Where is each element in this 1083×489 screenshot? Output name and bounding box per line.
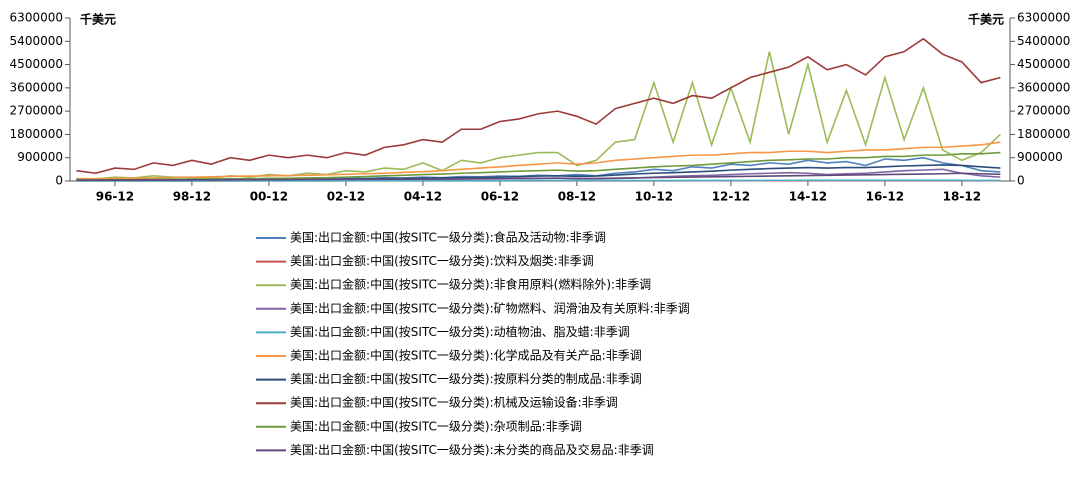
x-tick-label: 00-12: [250, 190, 288, 204]
x-tick-label: 08-12: [558, 190, 596, 204]
series-line: [76, 172, 1001, 182]
x-tick-label: 18-12: [943, 190, 981, 204]
legend-label: 美国:出口金额:中国(按SITC一级分类):饮料及烟类:非季调: [290, 253, 594, 268]
y2-tick-label: 5400000: [1017, 34, 1070, 48]
x-tick-label: 96-12: [96, 190, 134, 204]
y-tick-label: 900000: [17, 150, 63, 164]
legend-label: 美国:出口金额:中国(按SITC一级分类):杂项制品:非季调: [290, 418, 582, 433]
y-tick-label: 6300000: [10, 11, 63, 25]
y-tick-label: 2700000: [10, 104, 63, 118]
y-tick-label: 0: [55, 174, 63, 188]
x-tick-label: 06-12: [481, 190, 519, 204]
y2-tick-label: 0: [1017, 174, 1025, 188]
y2-tick-label: 3600000: [1017, 80, 1070, 94]
legend-label: 美国:出口金额:中国(按SITC一级分类):机械及运输设备:非季调: [290, 395, 618, 410]
x-tick-label: 12-12: [712, 190, 750, 204]
y-tick-label: 3600000: [10, 80, 63, 94]
y-tick-label: 4500000: [10, 57, 63, 71]
x-tick-label: 98-12: [173, 190, 211, 204]
series-line: [76, 51, 1001, 180]
legend-label: 美国:出口金额:中国(按SITC一级分类):矿物燃料、润滑油及有关原料:非季调: [290, 300, 690, 315]
y2-tick-label: 4500000: [1017, 57, 1070, 71]
y2-tick-label: 2700000: [1017, 104, 1070, 118]
y2-unit: 千美元: [968, 12, 1004, 27]
legend-label: 美国:出口金额:中国(按SITC一级分类):未分类的商品及交易品:非季调: [290, 442, 654, 457]
legend-label: 美国:出口金额:中国(按SITC一级分类):动植物油、脂及蜡:非季调: [290, 324, 630, 339]
series-line: [76, 37, 1001, 175]
y2-tick-label: 900000: [1017, 150, 1063, 164]
series-line: [76, 141, 1001, 180]
y-tick-label: 1800000: [10, 127, 63, 141]
legend-label: 美国:出口金额:中国(按SITC一级分类):按原料分类的制成品:非季调: [290, 371, 642, 386]
x-tick-label: 10-12: [635, 190, 673, 204]
y-tick-label: 5400000: [10, 34, 63, 48]
y2-tick-label: 1800000: [1017, 127, 1070, 141]
legend-label: 美国:出口金额:中国(按SITC一级分类):化学成品及有关产品:非季调: [290, 348, 642, 363]
x-tick-label: 02-12: [327, 190, 365, 204]
y-unit: 千美元: [80, 12, 116, 27]
series-line: [76, 179, 1001, 182]
legend-label: 美国:出口金额:中国(按SITC一级分类):非食用原料(燃料除外):非季调: [290, 277, 651, 292]
x-tick-label: 16-12: [866, 190, 904, 204]
x-tick-label: 14-12: [789, 190, 827, 204]
legend-label: 美国:出口金额:中国(按SITC一级分类):食品及活动物:非季调: [290, 230, 606, 245]
x-tick-label: 04-12: [404, 190, 442, 204]
y2-tick-label: 6300000: [1017, 11, 1070, 25]
